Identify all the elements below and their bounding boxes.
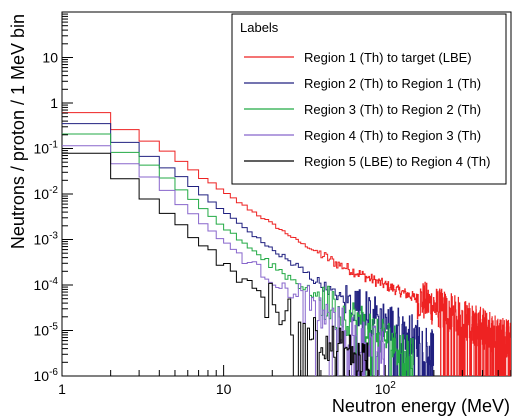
legend-title: Labels — [240, 20, 279, 35]
axes-group: 1 10 102 10-6 10-5 10-4 10-3 10-2 10-1 1 10 — [34, 13, 512, 397]
series-line-4 — [62, 145, 386, 376]
legend-box — [231, 13, 507, 185]
legend: Labels Region 1 (Th) to target (LBE) Regio… — [231, 13, 507, 185]
x-tick-label: 102 — [375, 380, 397, 397]
series-line-1 — [62, 112, 511, 376]
y-tick-label: 10-6 — [34, 367, 59, 384]
x-axis-title: Neutron energy (MeV) — [332, 396, 510, 416]
y-tick-label: 10-4 — [34, 276, 59, 293]
legend-label: Region 2 (Th) to Region 1 (Th) — [304, 76, 481, 91]
y-axis-title: Neutrons / proton / 1 MeV bin — [8, 14, 28, 249]
y-tick-label: 10 — [42, 50, 58, 66]
legend-label: Region 1 (Th) to target (LBE) — [304, 50, 472, 65]
y-tick-label: 10-1 — [34, 140, 59, 157]
x-tick-label: 10 — [216, 381, 232, 397]
legend-label: Region 3 (Th) to Region 2 (Th) — [304, 102, 481, 117]
y-tick-label: 10-5 — [34, 322, 59, 339]
series-group — [62, 112, 511, 376]
y-tick-label: 1 — [50, 95, 58, 111]
x-tick-label: 1 — [58, 381, 66, 397]
series-line-2 — [62, 123, 435, 376]
series-line-3 — [62, 133, 414, 376]
series-line-5 — [62, 152, 370, 376]
y-tick-label: 10-3 — [34, 231, 59, 248]
legend-label: Region 5 (LBE) to Region 4 (Th) — [304, 154, 490, 169]
legend-label: Region 4 (Th) to Region 3 (Th) — [304, 128, 481, 143]
y-tick-label: 10-2 — [34, 185, 59, 202]
